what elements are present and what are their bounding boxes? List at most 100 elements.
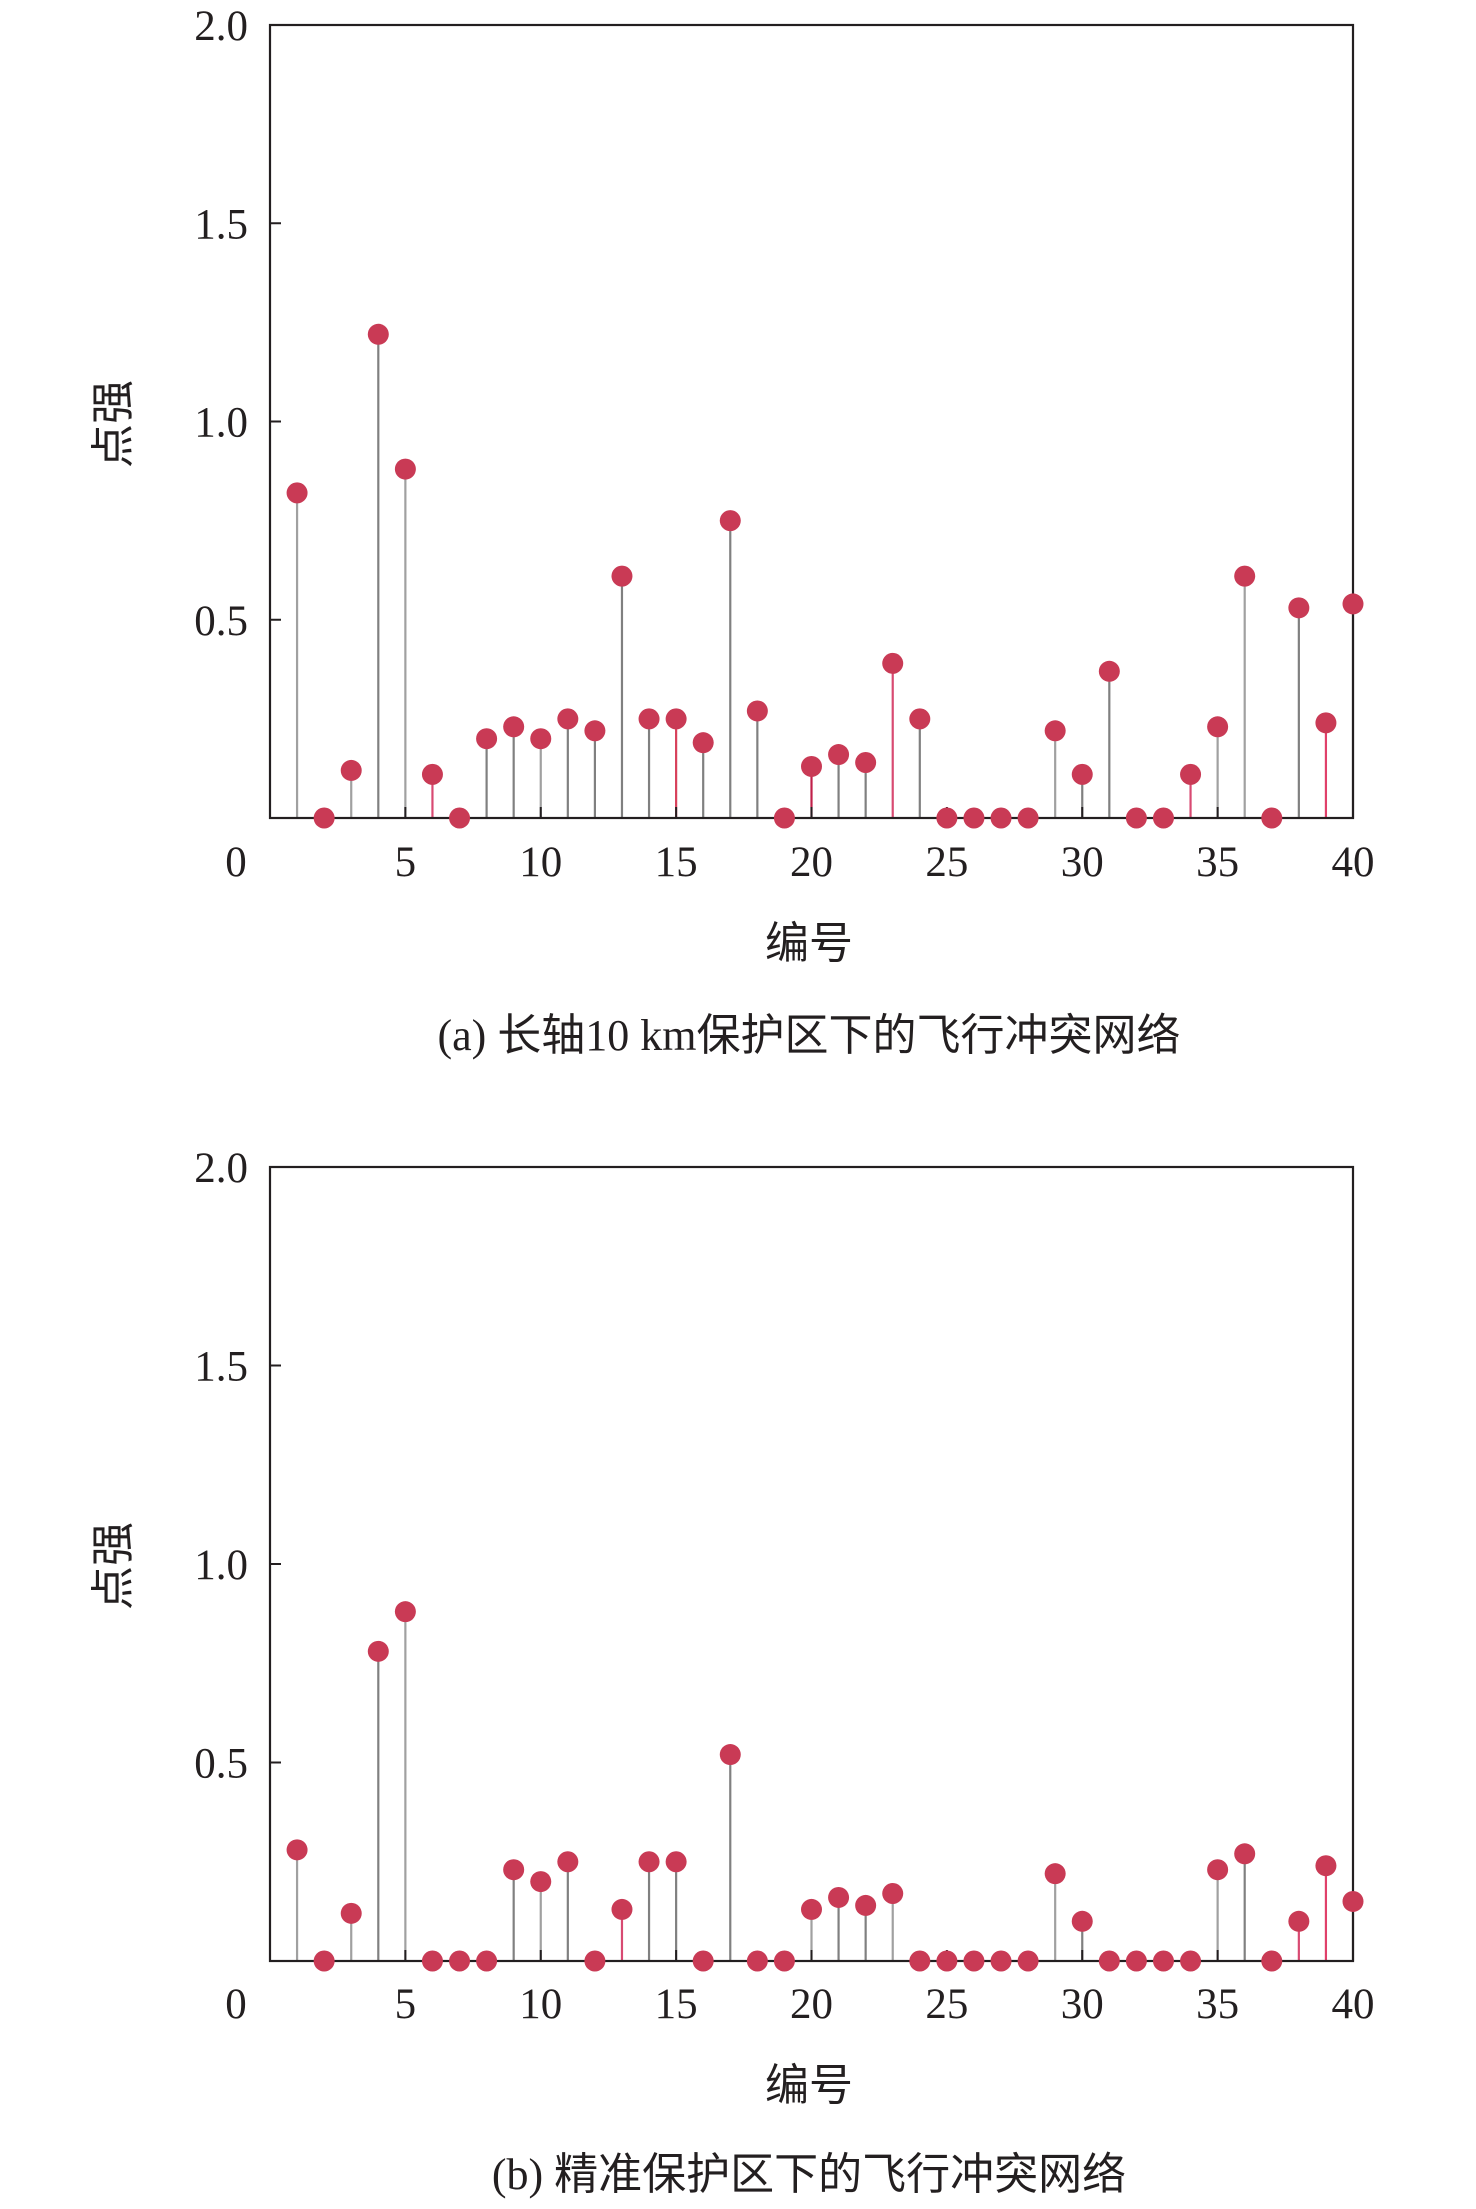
- data-point: [1342, 593, 1364, 615]
- x-tick-label: 0: [225, 1981, 247, 2028]
- data-point: [773, 1950, 795, 1972]
- x-tick-label: 20: [790, 1981, 833, 2028]
- data-point: [990, 1950, 1012, 1972]
- data-point: [1152, 807, 1174, 829]
- x-tick-labels: 0 5 10 15 20 25 30 35 40: [225, 839, 1374, 886]
- data-point: [530, 728, 552, 750]
- x-tick-label: 35: [1196, 839, 1239, 886]
- data-point: [286, 482, 308, 504]
- data-point: [801, 1898, 822, 1920]
- x-axis-label: 编号: [765, 918, 853, 969]
- markers: [286, 1601, 1364, 1972]
- data-point: [1207, 1859, 1229, 1881]
- x-tick-label: 15: [655, 839, 698, 886]
- data-point: [1125, 1950, 1147, 1972]
- data-point: [313, 807, 335, 829]
- axis-ticks: [270, 1364, 1219, 1961]
- y-tick-labels: 0.5 1.0 1.5 2.0: [194, 3, 248, 645]
- data-point: [638, 1851, 660, 1873]
- data-point: [1261, 807, 1283, 829]
- data-point: [665, 708, 687, 730]
- data-point: [1017, 807, 1039, 829]
- stems: [295, 334, 1355, 818]
- data-point: [719, 510, 741, 532]
- data-point: [882, 1883, 904, 1905]
- data-point: [503, 716, 525, 738]
- data-point: [1044, 720, 1066, 742]
- x-tick-label: 20: [790, 839, 833, 886]
- data-point: [1044, 1863, 1066, 1885]
- data-point: [746, 700, 768, 722]
- data-point: [394, 458, 416, 480]
- y-tick-label: 2.0: [194, 1145, 248, 1192]
- chart-panel-a: 0 5 10 15 20 25 30 35 40 0.5 1.0 1.5 2.0 编号 点强 (a) …: [0, 0, 1476, 1104]
- markers: [286, 323, 1364, 829]
- data-point: [909, 1950, 931, 1972]
- y-axis-label: 点强: [88, 1522, 139, 1610]
- data-point: [1098, 1950, 1120, 1972]
- data-point: [1315, 712, 1337, 734]
- stem-chart-b: 0 5 10 15 20 25 30 35 40 0.5 1.0 1.5 2.0 编号 点强 (b) …: [88, 1145, 1375, 2199]
- x-tick-labels: 0 5 10 15 20 25 30 35 40: [225, 1981, 1374, 2028]
- data-point: [367, 1640, 389, 1662]
- stem-chart-a: 0 5 10 15 20 25 30 35 40 0.5 1.0 1.5 2.0 编号 点强 (a) …: [88, 3, 1375, 1060]
- y-tick-label: 1.0: [194, 400, 248, 447]
- data-point: [963, 1950, 985, 1972]
- chart-caption: (a) 长轴10 km保护区下的飞行冲突网络: [437, 1011, 1180, 1060]
- chart-panel-b: 0 5 10 15 20 25 30 35 40 0.5 1.0 1.5 2.0 编号 点强 (b) …: [0, 1104, 1476, 2208]
- data-point: [665, 1851, 687, 1873]
- data-point: [557, 1851, 579, 1873]
- data-point: [286, 1839, 308, 1861]
- data-point: [476, 1950, 498, 1972]
- x-axis-label: 编号: [765, 2060, 853, 2111]
- data-point: [1071, 763, 1093, 785]
- data-point: [611, 1898, 633, 1920]
- y-axis-label: 点强: [88, 380, 139, 468]
- data-point: [1234, 1843, 1256, 1865]
- data-point: [367, 323, 389, 345]
- x-tick-label: 10: [519, 839, 562, 886]
- data-point: [503, 1859, 525, 1881]
- data-point: [692, 1950, 714, 1972]
- data-point: [584, 1950, 606, 1972]
- data-point: [421, 763, 443, 785]
- y-tick-label: 1.0: [194, 1542, 248, 1589]
- data-point: [340, 1902, 362, 1924]
- x-tick-label: 40: [1332, 839, 1375, 886]
- data-point: [1315, 1855, 1337, 1877]
- y-tick-label: 1.5: [194, 1344, 248, 1391]
- x-tick-label: 25: [925, 839, 968, 886]
- plot-frame: [268, 23, 1355, 820]
- y-tick-labels: 0.5 1.0 1.5 2.0: [194, 1145, 248, 1788]
- data-point: [1342, 1890, 1364, 1912]
- data-point: [421, 1950, 443, 1972]
- x-tick-label: 40: [1332, 1981, 1375, 2028]
- data-point: [340, 759, 362, 781]
- data-point: [1125, 807, 1147, 829]
- y-tick-label: 1.5: [194, 201, 248, 248]
- data-point: [313, 1950, 335, 1972]
- data-point: [638, 708, 660, 730]
- x-tick-label: 15: [655, 1981, 698, 2028]
- x-tick-label: 10: [519, 1981, 562, 2028]
- data-point: [394, 1601, 416, 1623]
- data-point: [990, 807, 1012, 829]
- x-tick-label: 30: [1061, 1981, 1104, 2028]
- x-tick-label: 30: [1061, 839, 1104, 886]
- data-point: [692, 732, 714, 754]
- x-tick-label: 5: [395, 1981, 417, 2028]
- data-point: [1207, 716, 1229, 738]
- data-point: [530, 1871, 552, 1893]
- data-point: [449, 1950, 471, 1972]
- y-tick-label: 2.0: [194, 3, 248, 50]
- data-point: [909, 708, 931, 730]
- data-point: [1017, 1950, 1039, 1972]
- data-point: [476, 728, 498, 750]
- axis-ticks: [270, 222, 1219, 818]
- data-point: [584, 720, 606, 742]
- data-point: [1261, 1950, 1283, 1972]
- data-point: [746, 1950, 768, 1972]
- data-point: [882, 652, 904, 674]
- y-tick-label: 0.5: [194, 1741, 248, 1788]
- data-point: [1288, 1910, 1310, 1932]
